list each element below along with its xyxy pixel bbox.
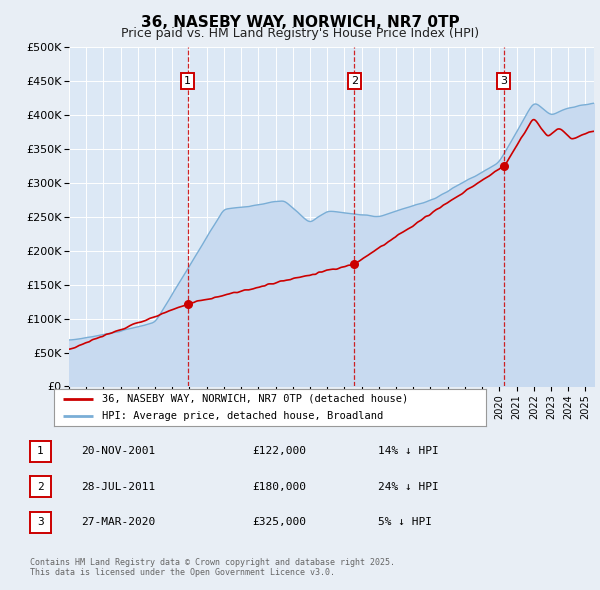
Text: 24% ↓ HPI: 24% ↓ HPI: [378, 482, 439, 491]
Text: 2: 2: [351, 76, 358, 86]
Text: Price paid vs. HM Land Registry's House Price Index (HPI): Price paid vs. HM Land Registry's House …: [121, 27, 479, 40]
Text: 1: 1: [37, 447, 44, 456]
Text: Contains HM Land Registry data © Crown copyright and database right 2025.
This d: Contains HM Land Registry data © Crown c…: [30, 558, 395, 577]
Text: 27-MAR-2020: 27-MAR-2020: [81, 517, 155, 527]
Text: 20-NOV-2001: 20-NOV-2001: [81, 447, 155, 456]
Text: 36, NASEBY WAY, NORWICH, NR7 0TP: 36, NASEBY WAY, NORWICH, NR7 0TP: [140, 15, 460, 30]
Text: 3: 3: [37, 517, 44, 527]
Text: 14% ↓ HPI: 14% ↓ HPI: [378, 447, 439, 456]
Text: 1: 1: [184, 76, 191, 86]
Text: £122,000: £122,000: [252, 447, 306, 456]
Text: 5% ↓ HPI: 5% ↓ HPI: [378, 517, 432, 527]
Text: 28-JUL-2011: 28-JUL-2011: [81, 482, 155, 491]
Text: £180,000: £180,000: [252, 482, 306, 491]
Text: 36, NASEBY WAY, NORWICH, NR7 0TP (detached house): 36, NASEBY WAY, NORWICH, NR7 0TP (detach…: [101, 394, 408, 404]
Text: 2: 2: [37, 482, 44, 491]
Text: £325,000: £325,000: [252, 517, 306, 527]
Text: HPI: Average price, detached house, Broadland: HPI: Average price, detached house, Broa…: [101, 411, 383, 421]
Text: 3: 3: [500, 76, 507, 86]
